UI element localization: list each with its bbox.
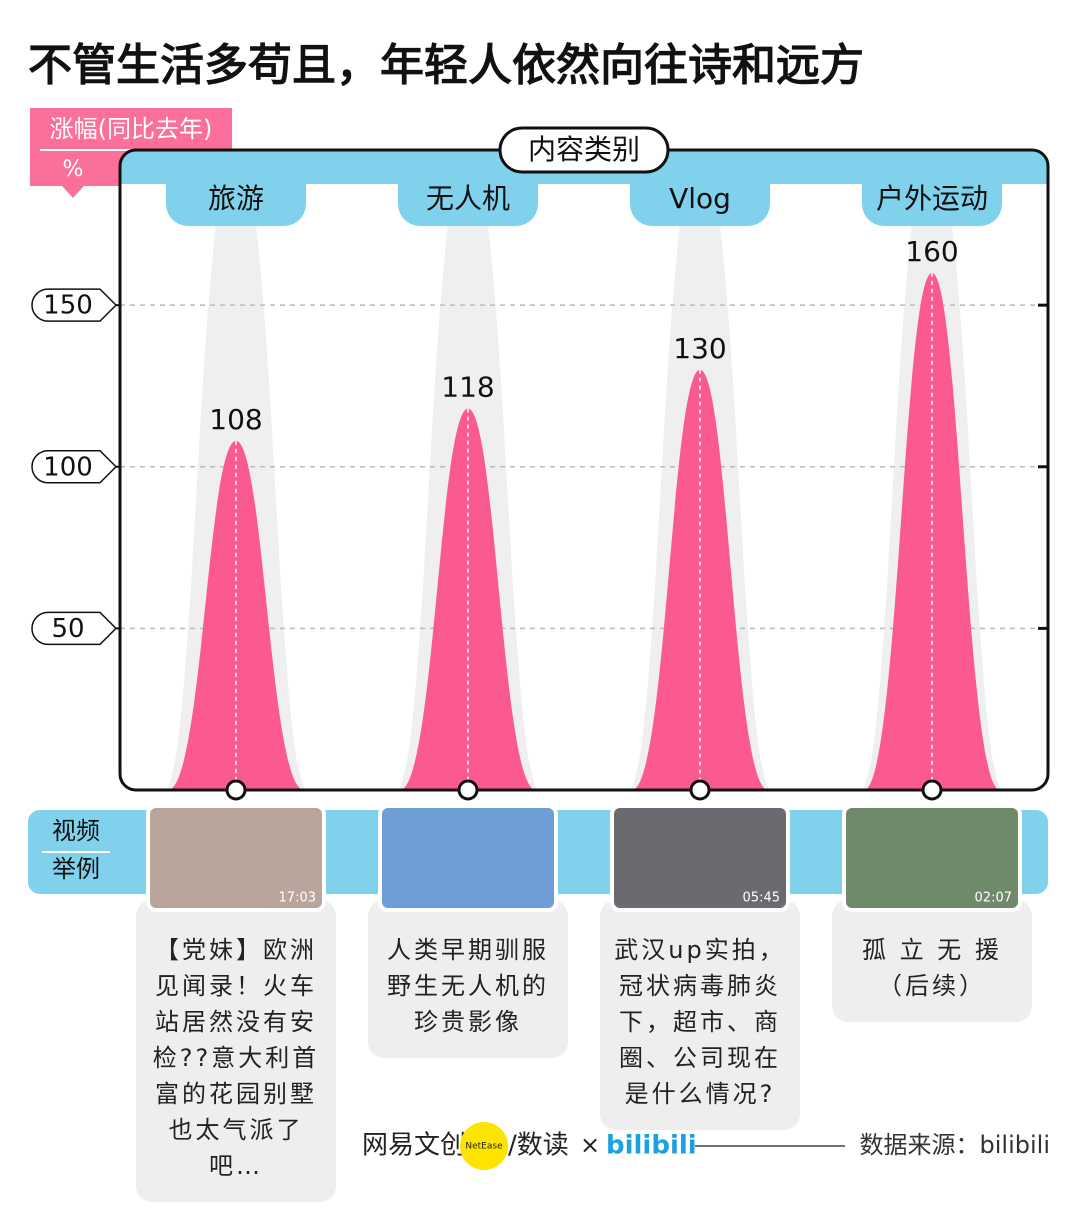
x-tick-label: Vlog bbox=[669, 182, 731, 215]
peak bbox=[400, 408, 536, 790]
y-tick-label: 150 bbox=[43, 291, 93, 321]
example-title: 【党妹】欧洲见闻录！火车站居然没有安检??意大利首富的花园别墅也太气派了吧… bbox=[136, 900, 336, 1202]
x-axis-label: 内容类别 bbox=[528, 133, 640, 166]
value-label: 118 bbox=[441, 371, 494, 404]
credit-times: × bbox=[580, 1131, 600, 1159]
plot-frame-bg bbox=[120, 150, 1048, 790]
example-label: 举例 bbox=[52, 855, 100, 883]
y-axis-unit: % bbox=[63, 157, 84, 182]
duration: 02:07 bbox=[975, 891, 1012, 906]
category-tab bbox=[862, 150, 1002, 226]
credit-badge-bg bbox=[460, 1122, 508, 1170]
example-title: 孤 立 无 援（后续） bbox=[832, 900, 1032, 1022]
credit-brand: 网易文创 bbox=[362, 1131, 466, 1161]
credit-badge: NetEase bbox=[465, 1142, 503, 1152]
baseline-dot bbox=[689, 779, 711, 801]
y-tick-pill bbox=[31, 450, 118, 484]
x-tick-label: 户外运动 bbox=[876, 182, 988, 215]
y-tick-label: 100 bbox=[43, 452, 93, 482]
duration: 17:03 bbox=[279, 891, 316, 906]
thumbnail bbox=[610, 804, 790, 912]
x-label-pill bbox=[498, 126, 670, 174]
y-tick-pill bbox=[31, 288, 118, 322]
value-label: 160 bbox=[905, 235, 958, 268]
credit-column: /数读 bbox=[508, 1131, 569, 1161]
y-axis-label: 涨幅(同比去年) bbox=[50, 115, 213, 143]
example-title: 人类早期驯服野生无人机的珍贵影像 bbox=[368, 900, 568, 1058]
x-tick-label: 旅游 bbox=[208, 182, 264, 215]
example-title: 武汉up实拍，冠状病毒肺炎下，超市、商圈、公司现在是什么情况? bbox=[600, 900, 800, 1130]
thumbnail bbox=[378, 804, 558, 912]
example-label: 视频 bbox=[52, 817, 100, 845]
value-label: 108 bbox=[209, 403, 262, 436]
thumbnail bbox=[146, 804, 326, 912]
y-label-pointer bbox=[62, 186, 84, 198]
credit-source: 数据来源：bilibili bbox=[860, 1131, 1050, 1159]
y-tick-pill bbox=[31, 611, 118, 646]
category-tab bbox=[630, 150, 770, 226]
y-tick-label: 50 bbox=[51, 614, 84, 644]
chart-title: 不管生活多苟且，年轻人依然向往诗和远方 bbox=[28, 40, 864, 91]
category-tab bbox=[166, 150, 306, 226]
category-tab bbox=[398, 150, 538, 226]
value-label: 130 bbox=[673, 332, 726, 365]
baseline-dot bbox=[457, 779, 479, 801]
duration: 05:45 bbox=[743, 891, 780, 906]
credit-partner: bilibili bbox=[606, 1131, 697, 1161]
x-tick-label: 无人机 bbox=[426, 182, 510, 215]
baseline-dot bbox=[225, 779, 247, 801]
peak bbox=[168, 440, 304, 790]
thumbnail bbox=[842, 804, 1022, 912]
baseline-dot bbox=[921, 779, 943, 801]
